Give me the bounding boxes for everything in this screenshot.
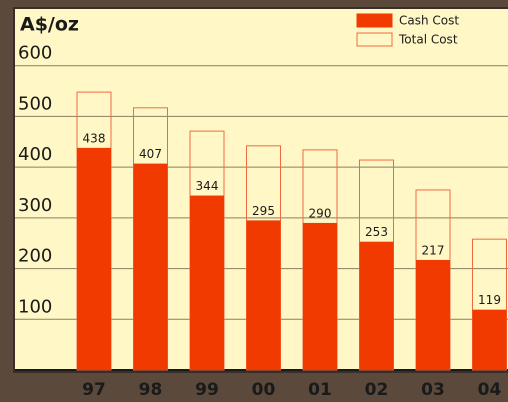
cash-cost-bar (77, 147, 111, 370)
value-label: 217 (422, 243, 445, 257)
x-tick-label: 03 (421, 380, 445, 400)
value-label: 344 (196, 179, 219, 193)
value-label: 119 (478, 293, 501, 307)
y-tick-label: 600 (18, 43, 52, 64)
value-label: 407 (139, 147, 162, 161)
legend-swatch (356, 13, 393, 28)
y-tick-label: 200 (18, 246, 52, 267)
legend-label: Total Cost (398, 33, 458, 47)
y-tick-label: 500 (18, 93, 52, 114)
legend-label: Cash Cost (399, 14, 459, 28)
value-label: 295 (252, 204, 275, 218)
y-tick-label: 400 (18, 144, 52, 165)
x-tick-label: 97 (82, 380, 106, 400)
x-tick-label: 01 (308, 380, 332, 400)
cash-cost-bar (303, 222, 337, 370)
y-tick-label: 100 (18, 296, 52, 317)
value-label: 438 (83, 131, 106, 145)
cash-cost-bar (416, 259, 450, 370)
cash-cost-bar (133, 163, 168, 370)
x-tick-label: 98 (139, 380, 163, 400)
cash-cost-bar (246, 220, 281, 370)
y-tick-label: 300 (18, 195, 52, 216)
legend-swatch (356, 32, 393, 47)
axis-title: A$/oz (20, 14, 79, 36)
x-tick-label: 00 (252, 380, 276, 400)
cash-cost-bar (359, 241, 394, 370)
cash-cost-bar (472, 309, 507, 370)
value-label: 290 (309, 206, 332, 220)
x-tick-label: 99 (195, 380, 219, 400)
value-label: 253 (365, 225, 388, 239)
x-tick-label: 04 (478, 380, 502, 400)
cash-cost-bar (190, 195, 224, 370)
x-tick-label: 02 (365, 380, 389, 400)
